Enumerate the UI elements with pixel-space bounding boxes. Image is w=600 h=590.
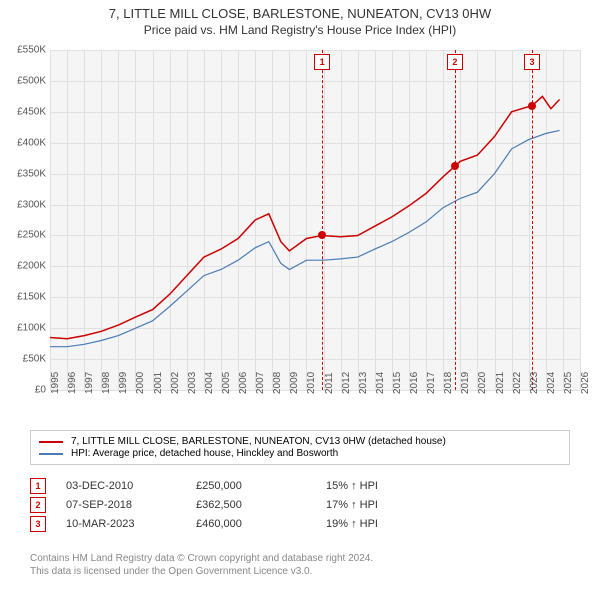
x-axis-tick: 2014 <box>375 372 386 394</box>
sales-row-date: 03-DEC-2010 <box>66 480 196 492</box>
sales-row-delta: 19% ↑ HPI <box>326 518 446 530</box>
page-title: 7, LITTLE MILL CLOSE, BARLESTONE, NUNEAT… <box>0 6 600 21</box>
x-axis-tick: 2003 <box>187 372 198 394</box>
x-axis-tick: 1996 <box>67 372 78 394</box>
legend-item: HPI: Average price, detached house, Hinc… <box>39 448 561 459</box>
sales-row-marker: 3 <box>30 516 46 532</box>
y-axis-tick: £0 <box>0 385 46 396</box>
y-axis-tick: £550K <box>0 45 46 56</box>
sales-row-price: £250,000 <box>196 480 326 492</box>
sale-marker-box: 2 <box>447 54 463 70</box>
sales-row-date: 10-MAR-2023 <box>66 518 196 530</box>
x-axis-tick: 2026 <box>580 372 591 394</box>
x-axis-tick: 2024 <box>546 372 557 394</box>
y-axis-tick: £300K <box>0 199 46 210</box>
y-axis-tick: £100K <box>0 323 46 334</box>
x-axis-tick: 2011 <box>324 372 335 394</box>
series-price_paid <box>50 96 560 338</box>
x-axis-tick: 2005 <box>221 372 232 394</box>
footer-line1: Contains HM Land Registry data © Crown c… <box>30 552 373 565</box>
sale-marker-dot <box>528 102 536 110</box>
series-hpi <box>50 130 560 346</box>
sales-row-price: £460,000 <box>196 518 326 530</box>
y-axis-tick: £500K <box>0 75 46 86</box>
sales-row-delta: 17% ↑ HPI <box>326 499 446 511</box>
x-axis-tick: 2020 <box>477 372 488 394</box>
chart: 1 2 3 <box>50 50 580 390</box>
x-axis-tick: 2022 <box>512 372 523 394</box>
x-axis-tick: 2010 <box>306 372 317 394</box>
x-axis-tick: 2007 <box>255 372 266 394</box>
sales-row-marker: 2 <box>30 497 46 513</box>
x-axis-tick: 2016 <box>409 372 420 394</box>
legend-swatch <box>39 441 63 443</box>
y-axis-tick: £250K <box>0 230 46 241</box>
sales-row: 3 10-MAR-2023£460,00019% ↑ HPI <box>30 516 446 532</box>
sales-row: 1 03-DEC-2010£250,00015% ↑ HPI <box>30 478 446 494</box>
x-axis-tick: 1998 <box>101 372 112 394</box>
sale-marker-box: 1 <box>314 54 330 70</box>
footer-line2: This data is licensed under the Open Gov… <box>30 565 373 578</box>
legend-label: HPI: Average price, detached house, Hinc… <box>71 448 338 459</box>
x-axis-tick: 1995 <box>50 372 61 394</box>
x-axis-tick: 1997 <box>84 372 95 394</box>
sale-marker-line <box>322 50 323 390</box>
x-axis-tick: 2025 <box>563 372 574 394</box>
y-axis-tick: £450K <box>0 106 46 117</box>
x-axis-tick: 2002 <box>170 372 181 394</box>
chart-lines <box>50 50 580 390</box>
sales-row-marker: 1 <box>30 478 46 494</box>
x-axis-tick: 1999 <box>118 372 129 394</box>
x-axis-tick: 2019 <box>460 372 471 394</box>
legend-label: 7, LITTLE MILL CLOSE, BARLESTONE, NUNEAT… <box>71 436 446 447</box>
sale-marker-line <box>455 50 456 390</box>
x-axis-tick: 2009 <box>289 372 300 394</box>
y-axis-tick: £400K <box>0 137 46 148</box>
x-axis-tick: 2012 <box>341 372 352 394</box>
x-axis-tick: 2023 <box>529 372 540 394</box>
y-axis-tick: £150K <box>0 292 46 303</box>
x-axis-tick: 2015 <box>392 372 403 394</box>
y-axis-tick: £350K <box>0 168 46 179</box>
sale-marker-box: 3 <box>524 54 540 70</box>
x-axis-tick: 2013 <box>358 372 369 394</box>
x-axis-tick: 2018 <box>443 372 454 394</box>
sales-row-price: £362,500 <box>196 499 326 511</box>
y-axis-tick: £50K <box>0 354 46 365</box>
sales-row: 2 07-SEP-2018£362,50017% ↑ HPI <box>30 497 446 513</box>
legend-swatch <box>39 453 63 455</box>
x-axis-tick: 2017 <box>426 372 437 394</box>
legend-item: 7, LITTLE MILL CLOSE, BARLESTONE, NUNEAT… <box>39 436 561 447</box>
x-axis-tick: 2004 <box>204 372 215 394</box>
x-axis-tick: 2021 <box>495 372 506 394</box>
y-axis-tick: £200K <box>0 261 46 272</box>
footer-attribution: Contains HM Land Registry data © Crown c… <box>30 552 373 578</box>
sales-row-delta: 15% ↑ HPI <box>326 480 446 492</box>
sales-row-date: 07-SEP-2018 <box>66 499 196 511</box>
page-subtitle: Price paid vs. HM Land Registry's House … <box>0 23 600 37</box>
sale-marker-dot <box>451 162 459 170</box>
sale-marker-dot <box>318 231 326 239</box>
x-axis-tick: 2000 <box>135 372 146 394</box>
legend: 7, LITTLE MILL CLOSE, BARLESTONE, NUNEAT… <box>30 430 570 465</box>
x-axis-tick: 2008 <box>272 372 283 394</box>
x-axis-tick: 2006 <box>238 372 249 394</box>
sales-table: 1 03-DEC-2010£250,00015% ↑ HPI 2 07-SEP-201… <box>30 475 446 535</box>
x-axis-tick: 2001 <box>153 372 164 394</box>
